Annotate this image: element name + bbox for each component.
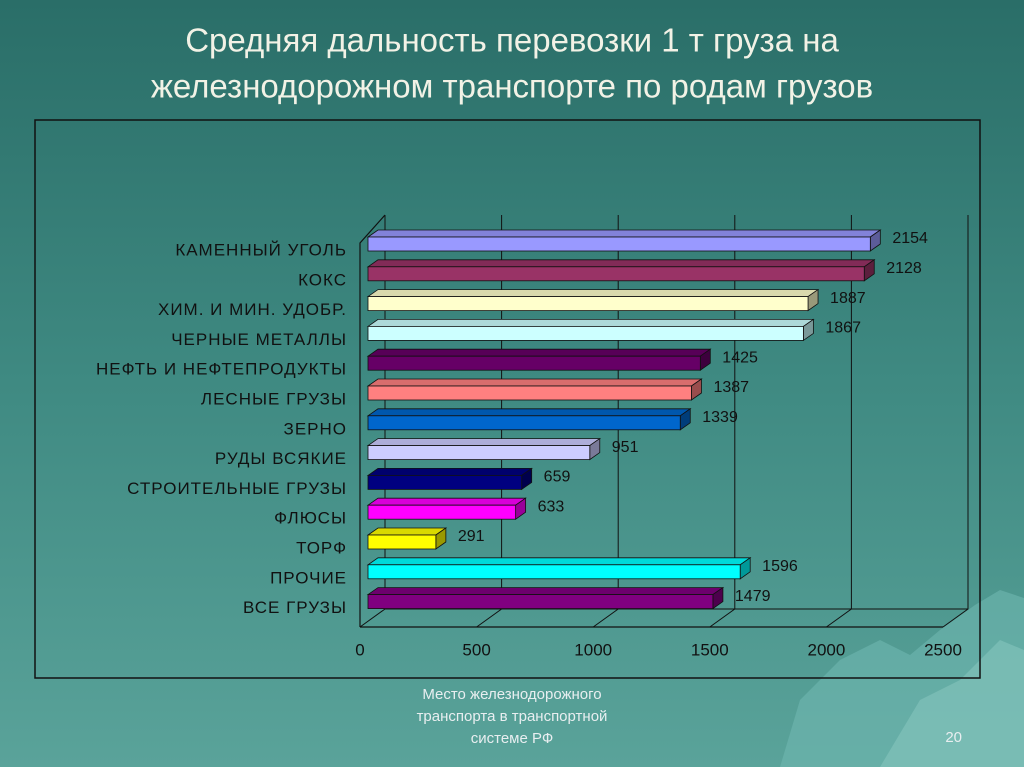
x-tick-label: 0	[355, 640, 364, 659]
grid-line	[476, 215, 503, 628]
bar-top	[366, 527, 448, 536]
bar-top	[366, 497, 527, 506]
grid-line	[709, 215, 736, 628]
bar	[366, 348, 712, 371]
bar-front	[367, 236, 871, 252]
bar	[366, 408, 692, 431]
category-label: ТОРФ	[296, 538, 347, 557]
value-label: 1425	[722, 349, 758, 366]
bar	[366, 497, 527, 520]
bar-top	[366, 318, 815, 327]
bar	[366, 259, 876, 282]
x-tick-label: 2000	[807, 640, 845, 659]
bar	[366, 586, 725, 610]
category-label: РУДЫ ВСЯКИЕ	[215, 449, 347, 468]
x-tick-label: 1500	[691, 640, 729, 659]
bar-top	[366, 289, 820, 298]
plot-frame	[34, 119, 981, 679]
x-tick-label: 500	[462, 640, 490, 659]
value-label: 1596	[762, 558, 798, 575]
category-label: ПРОЧИЕ	[270, 568, 347, 587]
value-label: 633	[538, 498, 565, 515]
x-tick-label: 2500	[924, 640, 962, 659]
category-label: ЗЕРНО	[284, 419, 347, 438]
caption-line: Место железнодорожного	[422, 686, 601, 703]
bar-front	[367, 296, 809, 312]
bar-top	[366, 587, 725, 595]
bar-top	[366, 438, 602, 447]
grid-line	[592, 215, 619, 628]
value-label: 2154	[892, 230, 928, 247]
bar-front	[367, 385, 692, 401]
bar-front	[367, 474, 523, 490]
bar	[366, 288, 820, 312]
bar-top	[366, 408, 692, 417]
value-label: 951	[612, 439, 639, 456]
bar	[366, 467, 533, 491]
bar-top	[366, 259, 876, 268]
category-label: ЛЕСНЫЕ ГРУЗЫ	[201, 389, 347, 408]
value-label: 1339	[702, 409, 738, 426]
bar-top	[366, 378, 703, 387]
grid-line	[826, 215, 852, 628]
value-label: 1887	[830, 290, 866, 307]
title-line: Средняя дальность перевозки 1 т груза на	[185, 22, 839, 59]
bar-front	[367, 415, 681, 431]
bar-front	[367, 564, 741, 580]
category-label: ВСЕ ГРУЗЫ	[243, 598, 347, 617]
bar-front	[367, 504, 517, 520]
bar-top	[366, 348, 712, 357]
bar	[366, 229, 882, 252]
caption-line: транспорта в транспортной	[417, 708, 608, 725]
value-label: 1387	[713, 379, 749, 396]
back-wall-edge	[359, 214, 386, 627]
bar	[366, 437, 602, 461]
value-label: 291	[458, 528, 485, 545]
value-label: 2128	[886, 260, 922, 277]
page-number: 20	[945, 729, 962, 746]
category-label: СТРОИТЕЛЬНЫЕ ГРУЗЫ	[127, 479, 347, 498]
bar-top	[366, 467, 533, 476]
x-tick-label: 1000	[574, 640, 612, 659]
category-label: КОКС	[298, 270, 347, 289]
caption-line: системе РФ	[471, 730, 554, 747]
category-label: КАМЕННЫЙ УГОЛЬ	[175, 240, 347, 259]
bar-top	[366, 229, 882, 238]
category-label: ФЛЮСЫ	[274, 509, 347, 528]
bar	[366, 557, 752, 580]
grid-line	[942, 215, 969, 628]
value-label: 1479	[735, 588, 771, 605]
bar	[366, 527, 448, 550]
bar	[366, 378, 703, 401]
bar-front	[367, 594, 714, 609]
category-label: НЕФТЬ И НЕФТЕПРОДУКТЫ	[96, 360, 347, 379]
bar-front	[367, 355, 701, 371]
bar	[366, 318, 815, 342]
mountain-decoration	[880, 640, 1024, 767]
bar-front	[367, 266, 865, 282]
bar-front	[367, 445, 591, 461]
grid-line	[359, 215, 386, 628]
bar-front	[367, 325, 804, 341]
value-label: 659	[544, 469, 571, 486]
title-line: железнодорожном транспорте по родам груз…	[151, 68, 873, 105]
value-label: 1867	[825, 320, 861, 337]
bar-front	[367, 534, 437, 550]
bar-top	[366, 557, 752, 566]
category-label: ЧЕРНЫЕ МЕТАЛЛЫ	[171, 330, 347, 349]
category-label: ХИМ. И МИН. УДОБР.	[158, 300, 347, 319]
